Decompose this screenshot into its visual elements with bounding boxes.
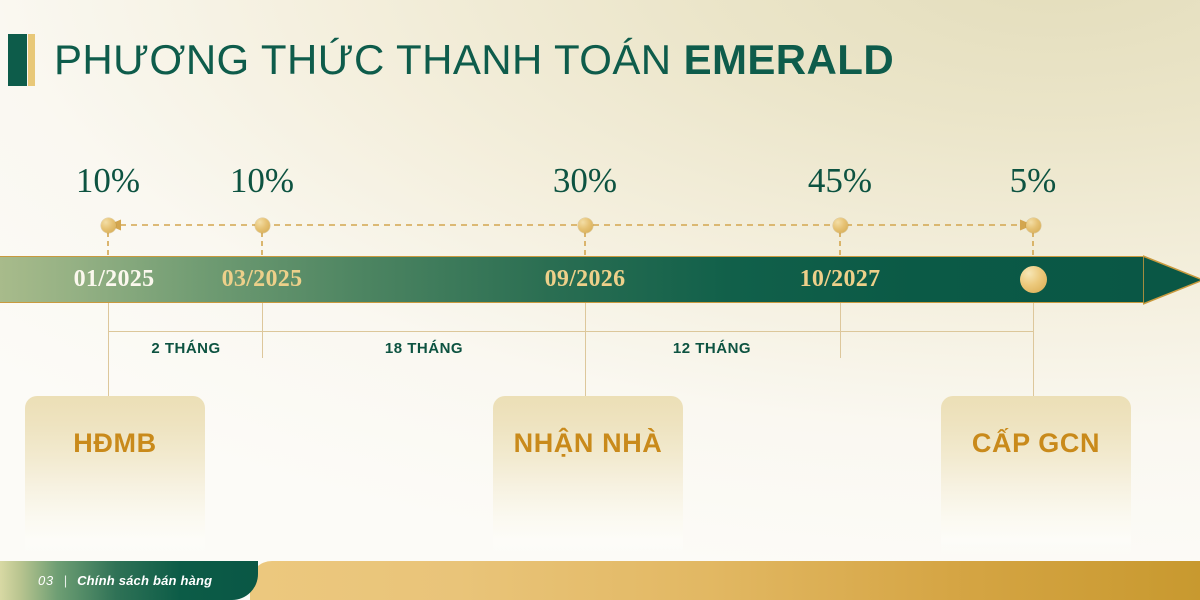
date-label-2: 03/2025: [221, 266, 303, 292]
event-card-label: HĐMB: [73, 428, 157, 458]
tick-line-4: [840, 303, 841, 358]
tick-line-1: [108, 303, 109, 398]
title-text-bold: EMERALD: [683, 36, 895, 83]
title-text: PHƯƠNG THỨC THANH TOÁN EMERALD: [54, 34, 894, 86]
title-accent-gold-bar: [28, 34, 35, 86]
footer-green-band: [0, 561, 258, 600]
event-card-cap-gcn[interactable]: CẤP GCN: [941, 396, 1131, 556]
duration-label-3: 12 THÁNG: [672, 340, 752, 357]
milestone-dot-1: [100, 217, 116, 233]
percent-label-2: 10%: [229, 161, 295, 200]
event-card-nhan-nha[interactable]: NHẬN NHÀ: [493, 396, 683, 556]
footer-bar: 03 | Chính sách bán hàng: [0, 561, 1200, 600]
page-title: PHƯƠNG THỨC THANH TOÁN EMERALD: [8, 33, 894, 87]
milestone-dot-4: [832, 217, 848, 233]
footer-section-label: Chính sách bán hàng: [77, 573, 213, 588]
duration-label-1: 2 THÁNG: [151, 340, 221, 357]
timeline-bar: [0, 256, 1145, 303]
event-card-label: CẤP GCN: [971, 428, 1101, 458]
duration-label-2: 18 THÁNG: [384, 340, 464, 357]
percent-label-5: 5%: [1009, 161, 1057, 200]
final-milestone-marker: [1019, 265, 1047, 293]
date-label-4: 10/2027: [799, 266, 881, 292]
footer-separator: |: [63, 573, 68, 588]
tick-line-3: [585, 303, 586, 398]
percent-label-3: 30%: [552, 161, 618, 200]
date-label-1: 01/2025: [73, 266, 155, 292]
tick-line-2: [262, 303, 263, 358]
milestone-dot-3: [577, 217, 593, 233]
footer-section-number: 03: [38, 573, 54, 588]
footer-gold-band: [250, 561, 1200, 600]
milestone-dot-5: [1025, 217, 1041, 233]
duration-baseline: [108, 331, 1033, 332]
footer-caption: 03 | Chính sách bán hàng: [38, 561, 212, 600]
percent-label-1: 10%: [75, 161, 141, 200]
milestone-dot-2: [254, 217, 270, 233]
event-card-hdmb[interactable]: HĐMB: [25, 396, 205, 556]
tick-line-5: [1033, 303, 1034, 398]
percent-label-4: 45%: [807, 161, 873, 200]
title-text-plain: PHƯƠNG THỨC THANH TOÁN: [54, 36, 684, 83]
date-label-3: 09/2026: [544, 266, 626, 292]
title-accent-green-bar: [8, 34, 27, 86]
event-card-label: NHẬN NHÀ: [513, 428, 663, 458]
